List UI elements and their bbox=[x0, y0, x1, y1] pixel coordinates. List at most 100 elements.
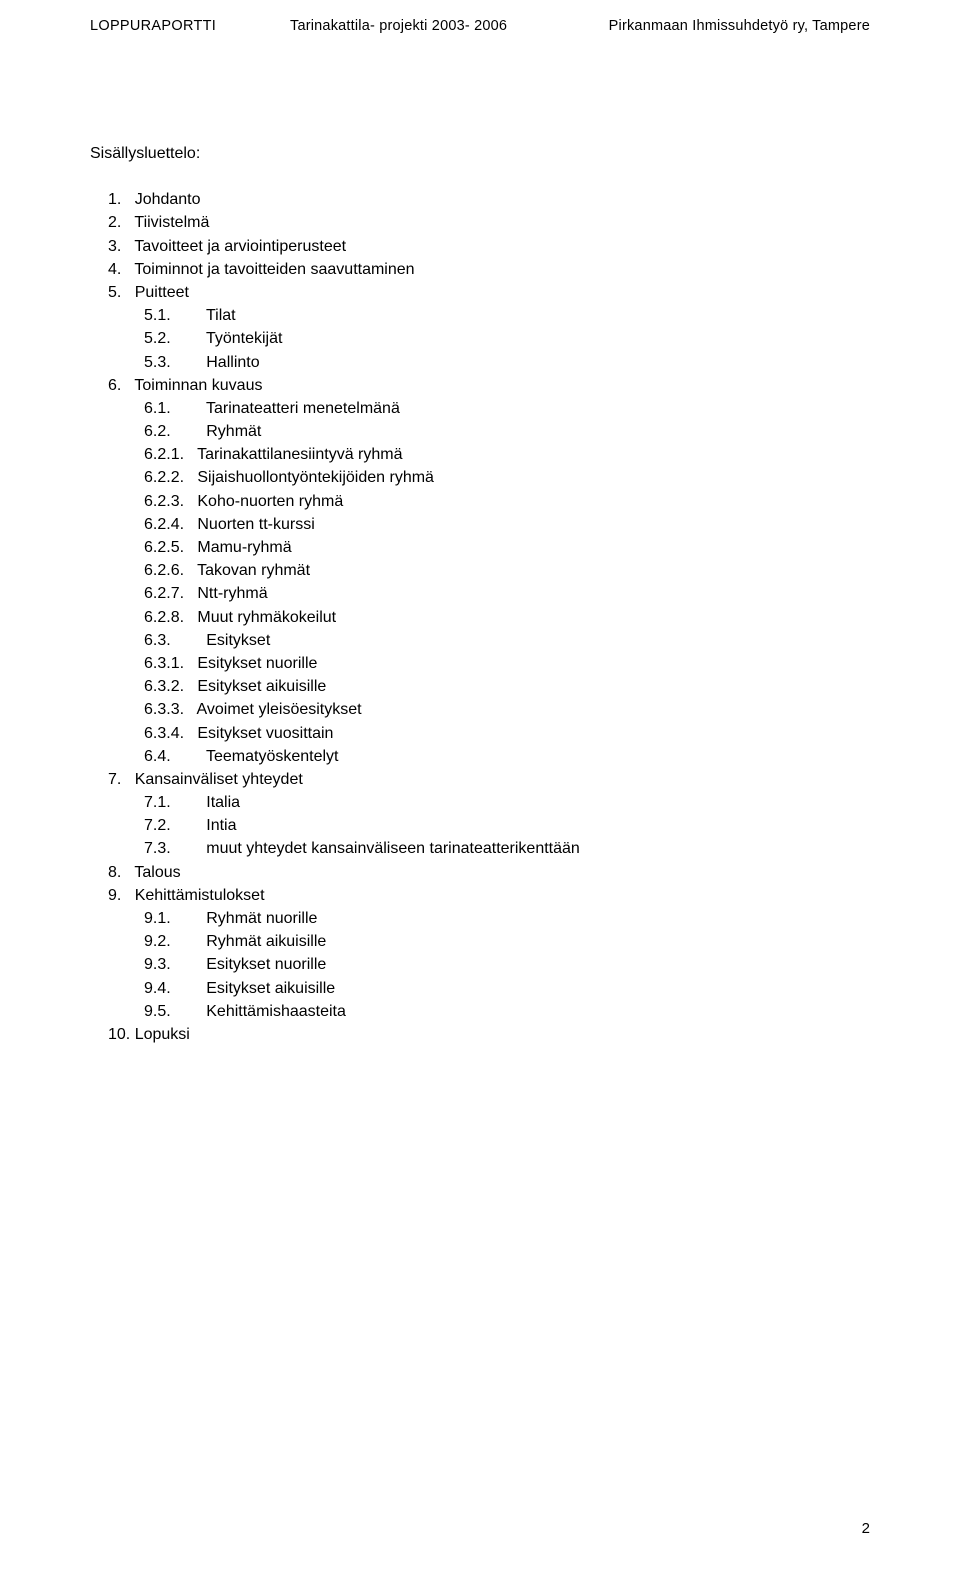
toc-number: 6.2. bbox=[144, 423, 171, 440]
toc-entry: 6.3.2. Esitykset aikuisille bbox=[90, 675, 870, 698]
document-content: Sisällysluettelo: 1. Johdanto 2. Tiiviste… bbox=[0, 34, 960, 1046]
toc-text: Tavoitteet ja arviointiperusteet bbox=[134, 238, 346, 255]
toc-gap bbox=[121, 238, 134, 255]
toc-entry: 4. Toiminnot ja tavoitteiden saavuttamin… bbox=[90, 258, 870, 281]
toc-text: muut yhteydet kansainväliseen tarinateat… bbox=[206, 840, 580, 857]
toc-number: 6.3.3. bbox=[144, 701, 184, 718]
toc-number: 6.2.8. bbox=[144, 609, 184, 626]
toc-entry: 6.2. Ryhmät bbox=[90, 420, 870, 443]
toc-entry: 6.2.8. Muut ryhmäkokeilut bbox=[90, 606, 870, 629]
toc-number: 4. bbox=[108, 261, 121, 278]
toc-text: Toiminnot ja tavoitteiden saavuttaminen bbox=[134, 261, 414, 278]
toc-entry: 6.3. Esitykset bbox=[90, 629, 870, 652]
toc-gap bbox=[171, 1003, 207, 1020]
toc-text: Kehittämistulokset bbox=[135, 887, 265, 904]
document-header: LOPPURAPORTTI Tarinakattila- projekti 20… bbox=[0, 0, 960, 34]
toc-text: Kehittämishaasteita bbox=[206, 1003, 346, 1020]
toc-entry: 7.3. muut yhteydet kansainväliseen tarin… bbox=[90, 837, 870, 860]
header-organization: Pirkanmaan Ihmissuhdetyö ry, Tampere bbox=[609, 18, 870, 34]
toc-number: 7. bbox=[108, 771, 121, 788]
toc-number: 6. bbox=[108, 377, 121, 394]
page-number: 2 bbox=[862, 1520, 870, 1537]
toc-text: Nuorten tt-kurssi bbox=[197, 516, 314, 533]
toc-gap bbox=[171, 632, 207, 649]
toc-text: Esitykset nuorille bbox=[197, 655, 317, 672]
toc-number: 6.3. bbox=[144, 632, 171, 649]
toc-text: Esitykset bbox=[206, 632, 270, 649]
toc-text: Italia bbox=[206, 794, 240, 811]
toc-text: Tiivistelmä bbox=[134, 214, 209, 231]
toc-text: Sijaishuollontyöntekijöiden ryhmä bbox=[197, 469, 434, 486]
toc-entry: 5. Puitteet bbox=[90, 281, 870, 304]
toc-text: Mamu-ryhmä bbox=[197, 539, 291, 556]
toc-gap bbox=[184, 655, 197, 672]
toc-entry: 5.2. Työntekijät bbox=[90, 327, 870, 350]
toc-text: Esitykset aikuisille bbox=[206, 980, 335, 997]
toc-entry: 8. Talous bbox=[90, 861, 870, 884]
toc-entry: 9.4. Esitykset aikuisille bbox=[90, 977, 870, 1000]
toc-entry: 6.3.1. Esitykset nuorille bbox=[90, 652, 870, 675]
toc-number: 7.3. bbox=[144, 840, 171, 857]
toc-text: Hallinto bbox=[206, 354, 259, 371]
toc-text: Tarinakattilanesiintyvä ryhmä bbox=[197, 446, 402, 463]
toc-gap bbox=[171, 307, 206, 324]
toc-number: 8. bbox=[108, 864, 121, 881]
toc-number: 6.2.5. bbox=[144, 539, 184, 556]
toc-gap bbox=[121, 284, 134, 301]
toc-number: 6.3.2. bbox=[144, 678, 184, 695]
toc-number: 5.3. bbox=[144, 354, 171, 371]
toc-entry: 3. Tavoitteet ja arviointiperusteet bbox=[90, 235, 870, 258]
toc-gap bbox=[121, 191, 134, 208]
header-project: Tarinakattila- projekti 2003- 2006 bbox=[290, 18, 507, 34]
toc-entry: 6.1. Tarinateatteri menetelmänä bbox=[90, 397, 870, 420]
toc-number: 7.2. bbox=[144, 817, 171, 834]
toc-gap bbox=[184, 585, 197, 602]
header-title: LOPPURAPORTTI bbox=[90, 18, 216, 34]
toc-gap bbox=[184, 516, 197, 533]
toc-entry: 7.2. Intia bbox=[90, 814, 870, 837]
toc-gap bbox=[184, 493, 197, 510]
toc-entry: 6.2.4. Nuorten tt-kurssi bbox=[90, 513, 870, 536]
toc-title: Sisällysluettelo: bbox=[90, 142, 870, 165]
toc-gap bbox=[184, 562, 197, 579]
table-of-contents: 1. Johdanto 2. Tiivistelmä 3. Tavoitteet j… bbox=[90, 188, 870, 1046]
toc-text: Tarinateatteri menetelmänä bbox=[206, 400, 400, 417]
toc-text: Tilat bbox=[206, 307, 236, 324]
toc-entry: 6.3.4. Esitykset vuosittain bbox=[90, 722, 870, 745]
toc-number: 10. bbox=[108, 1026, 130, 1043]
toc-entry: 10. Lopuksi bbox=[90, 1023, 870, 1046]
toc-text: Esitykset nuorille bbox=[206, 956, 326, 973]
toc-number: 6.2.1. bbox=[144, 446, 184, 463]
toc-gap bbox=[171, 933, 207, 950]
toc-text: Teematyöskentelyt bbox=[206, 748, 339, 765]
toc-entry: 9. Kehittämistulokset bbox=[90, 884, 870, 907]
toc-number: 6.2.2. bbox=[144, 469, 184, 486]
toc-number: 6.2.7. bbox=[144, 585, 184, 602]
toc-entry: 6.3.3. Avoimet yleisöesitykset bbox=[90, 698, 870, 721]
toc-number: 2. bbox=[108, 214, 121, 231]
toc-gap bbox=[171, 840, 207, 857]
toc-gap bbox=[171, 748, 206, 765]
toc-entry: 6.4. Teematyöskentelyt bbox=[90, 745, 870, 768]
toc-number: 1. bbox=[108, 191, 121, 208]
toc-gap bbox=[171, 330, 206, 347]
toc-entry: 1. Johdanto bbox=[90, 188, 870, 211]
toc-text: Toiminnan kuvaus bbox=[134, 377, 262, 394]
toc-entry: 9.3. Esitykset nuorille bbox=[90, 953, 870, 976]
toc-number: 6.2.6. bbox=[144, 562, 184, 579]
toc-text: Ryhmät aikuisille bbox=[206, 933, 326, 950]
toc-number: 6.1. bbox=[144, 400, 171, 417]
toc-number: 6.3.4. bbox=[144, 725, 184, 742]
toc-number: 6.2.3. bbox=[144, 493, 184, 510]
toc-text: Työntekijät bbox=[206, 330, 282, 347]
toc-gap bbox=[171, 980, 207, 997]
toc-text: Avoimet yleisöesitykset bbox=[196, 701, 361, 718]
toc-gap bbox=[121, 214, 134, 231]
toc-gap bbox=[171, 354, 207, 371]
toc-number: 9.4. bbox=[144, 980, 171, 997]
toc-gap bbox=[171, 817, 207, 834]
toc-gap bbox=[171, 956, 207, 973]
toc-gap bbox=[184, 469, 197, 486]
toc-gap bbox=[184, 446, 197, 463]
toc-text: Takovan ryhmät bbox=[197, 562, 310, 579]
